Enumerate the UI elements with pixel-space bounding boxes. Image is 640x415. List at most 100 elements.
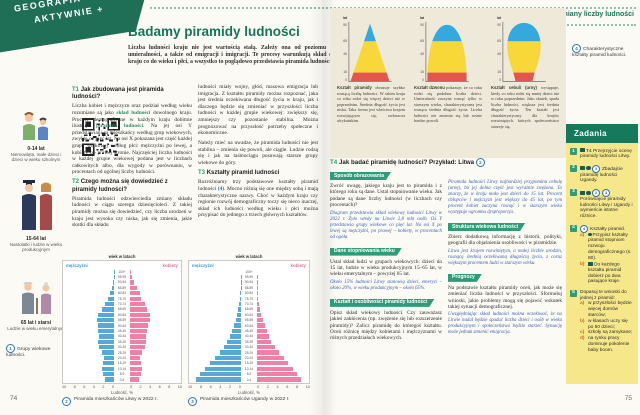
pyramid-row: 70-74 xyxy=(64,301,180,307)
subitem-text: w klasach uczy się po 50 dzieci; xyxy=(588,318,628,330)
male-bar xyxy=(237,312,241,317)
age-group-label: 35-39 xyxy=(117,339,127,344)
male-bar xyxy=(104,301,114,307)
pyramid-row: 20-24 xyxy=(64,355,180,361)
age-group-children: 0-14 lat Niemowlęta, małe dzieci i dziec… xyxy=(6,112,66,163)
x-tick: 8 xyxy=(73,385,76,390)
task-text: Kształty piramid. xyxy=(590,226,626,232)
step-answer: Diagram przedstawia skład wiekowy ludnoś… xyxy=(330,210,442,240)
pyramid-row: 60-64 xyxy=(190,312,308,317)
section-t2-heading: T2 Czego można się dowiedzieć z piramidy… xyxy=(72,179,168,193)
male-bar xyxy=(215,355,241,361)
section-t4-heading: T4 Jak badać piramidę ludności? Przykład… xyxy=(330,158,487,167)
age-group-label: 5-9 xyxy=(119,372,125,377)
female-bar xyxy=(257,345,275,350)
shape-column-urn: lat 90 65 45 15 0 Kształt cebuli (urny) wystę… xyxy=(490,14,560,129)
triangle-shape-text: Kształt piramidy obrazuje szybko rosnącą… xyxy=(337,85,405,123)
monitor-icon xyxy=(580,190,585,195)
pyramid-row: 50-54 xyxy=(64,323,180,328)
pyramid-row: 45-49 xyxy=(64,328,180,334)
female-bar xyxy=(257,377,301,382)
y-tick: 15 xyxy=(420,70,424,74)
female-bar xyxy=(130,339,146,344)
section-t2-body: Piramida ludności odzwierciedla zmiany s… xyxy=(72,195,192,229)
figure2-caption-text: Piramida mieszkańców Litwy w 2022 r. xyxy=(74,397,158,403)
male-bar xyxy=(227,339,241,344)
male-bar xyxy=(97,323,114,328)
x-tick: 4 xyxy=(149,385,152,390)
male-bar xyxy=(103,361,114,366)
subitem-letter: b) xyxy=(580,318,585,324)
task-subitem: a) w przyszłości będzie więcej domów star… xyxy=(580,301,634,318)
intro-paragraph: Liczba ludności kraju nie jest wartością… xyxy=(128,45,356,66)
pyramid-row: 65-69 xyxy=(190,307,308,312)
male-bar xyxy=(239,301,241,307)
pyramid-row: 15-19 xyxy=(190,361,308,366)
age-group-label: 90-94 xyxy=(117,280,127,285)
pyramid-shapes-panel: lat 90 65 45 15 0 Kształt piramidy obrazuje s… xyxy=(330,8,566,158)
text-column-1: T1 Jak zbudowana jest piramida ludności?… xyxy=(72,84,192,232)
female-bar xyxy=(257,318,263,323)
age-group-label: 65-69 xyxy=(117,307,127,312)
pyramid-row: 75-79 xyxy=(190,296,308,301)
shape-column-bell: lat 90 65 45 15 0 Kształt dzwonu pokazuje, że… xyxy=(413,14,483,124)
female-bar xyxy=(130,296,141,301)
female-bar xyxy=(130,345,145,350)
male-bar xyxy=(238,307,241,312)
pyramid-row: 35-39 xyxy=(190,339,308,344)
age-group-label: 100+ xyxy=(118,269,126,274)
task-subitem: c) szkoły są zamykane; xyxy=(580,330,634,336)
x-tick: 0 xyxy=(257,385,260,390)
age-group-label: 75-79 xyxy=(244,296,254,301)
triangle-shape-icon xyxy=(348,21,392,82)
pyramid-bars: 100+ 95-99 90-94 85-89 80-84 75-79 70-74 65-69 6… xyxy=(64,269,180,382)
chapter-heading: III. Zmiany liczby ludności xyxy=(547,11,634,18)
pyramid-row: 60-64 xyxy=(64,312,180,317)
subitem-text: w przyszłości będzie więcej domów starcó… xyxy=(588,301,632,318)
pyramid-row: 65-69 xyxy=(64,307,180,312)
age-group-label: 40-44 xyxy=(117,334,127,339)
age-group-label: 60-64 xyxy=(244,312,254,317)
female-bar xyxy=(130,355,140,361)
pyramid-row: 55-59 xyxy=(64,318,180,323)
pyramid-y-title: wiek w latach xyxy=(235,254,263,259)
age-group-label: 5-9 xyxy=(246,372,252,377)
step-label: Kształt i osobliwości piramidy ludności xyxy=(330,299,434,307)
male-label: mężczyźni xyxy=(66,263,88,268)
step-text: Na podstawie kształtu piramidy oceń, jak… xyxy=(448,284,562,311)
male-bar xyxy=(235,318,241,323)
age-group-label: 45-49 xyxy=(117,328,127,333)
pyramid-row: 10-14 xyxy=(64,366,180,371)
step-label: Sposób obrazowania xyxy=(330,172,391,180)
subitem-letter: c) xyxy=(580,330,585,336)
age-group-label: 15-19 xyxy=(244,361,254,366)
y-axis-label: lat xyxy=(343,16,347,20)
female-bar xyxy=(130,328,147,334)
x-tick: 2 xyxy=(139,385,142,390)
figure1-caption: 1 Grupy wiekowe ludności. xyxy=(6,344,66,359)
male-bar xyxy=(111,285,114,291)
male-bar xyxy=(104,355,114,361)
age-group-label: 75-79 xyxy=(117,296,127,301)
female-bar xyxy=(257,328,267,334)
male-bar xyxy=(108,296,114,301)
age-group-label: 60-64 xyxy=(117,312,127,317)
pyramid-row: 100+ xyxy=(190,269,308,274)
pyramid-row: 95-99 xyxy=(190,274,308,280)
y-axis-label: lat xyxy=(497,16,501,20)
subitem-letter: d) xyxy=(580,336,585,342)
population-pyramid-uganda: wiek w latach mężczyźni kobiety 100+ 95-9… xyxy=(188,254,310,407)
task-number-chip: 4 xyxy=(570,224,577,232)
x-tick: 10 xyxy=(177,385,182,390)
page-title: Badamy piramidy ludności xyxy=(128,24,300,39)
male-bar xyxy=(240,291,241,296)
y-axis-label: lat xyxy=(420,16,424,20)
age-range-label: 65 lat i starsi xyxy=(20,320,52,326)
task-subitem: d) na rynku pracy dominuje pokolenie baby… xyxy=(580,336,634,353)
x-tick: 2 xyxy=(266,385,269,390)
x-tick: 2 xyxy=(102,385,105,390)
subitem-text: na rynku pracy dominuje pokolenie baby b… xyxy=(588,336,630,353)
male-bar xyxy=(97,318,114,323)
task-number-chip: 2 xyxy=(570,164,577,172)
pyramid-row: 85-89 xyxy=(190,285,308,291)
